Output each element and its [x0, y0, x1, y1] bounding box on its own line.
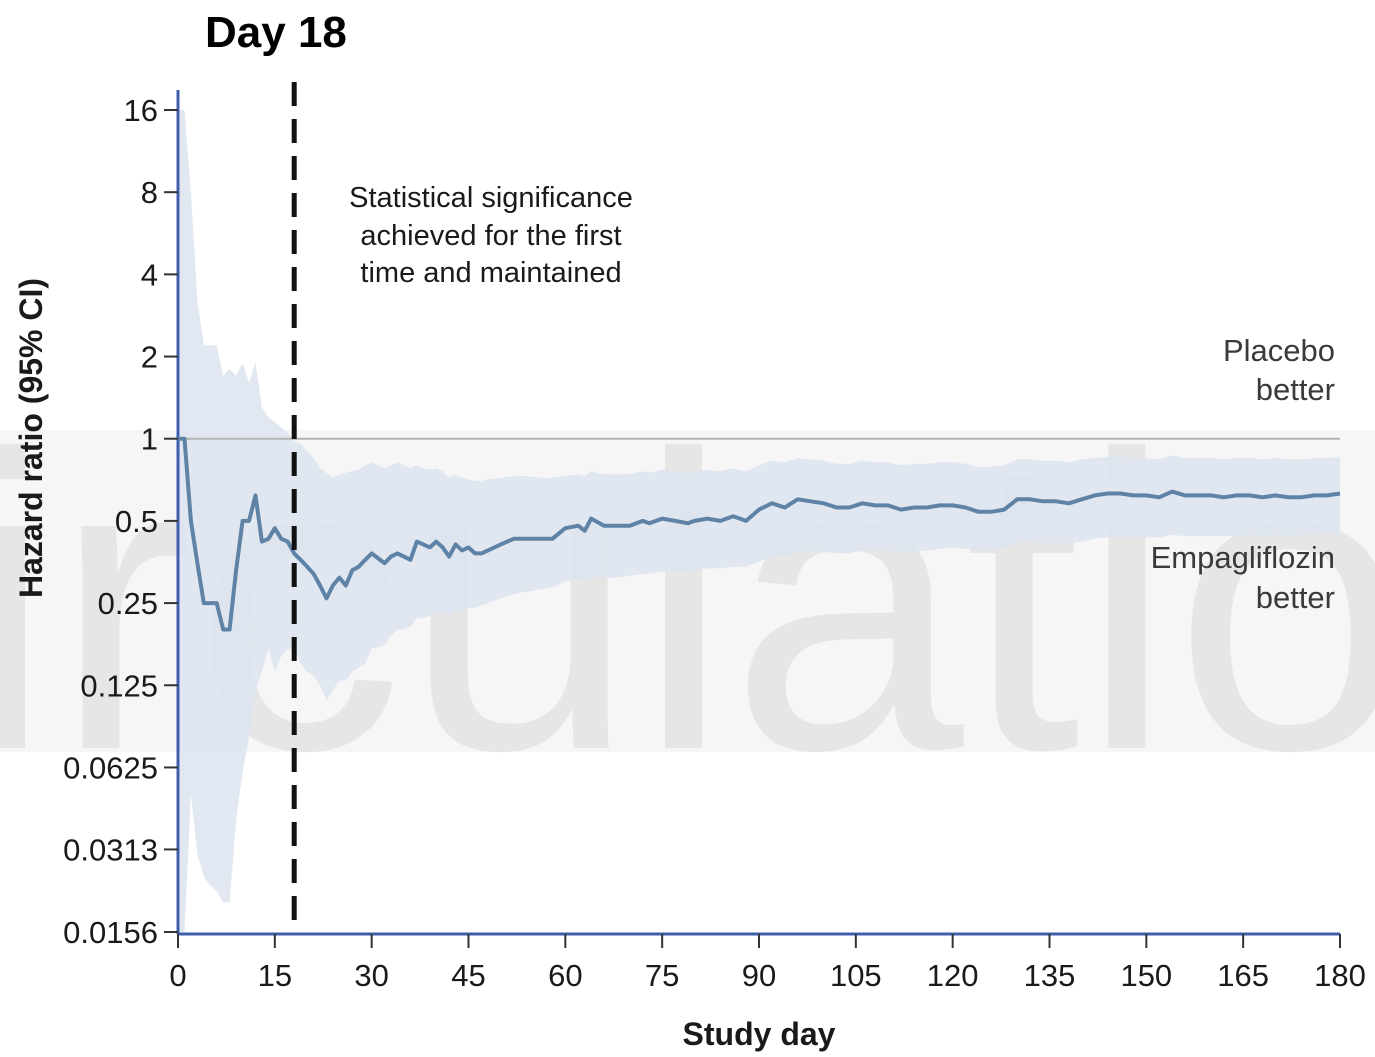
y-tick-label: 0.0156 [63, 915, 158, 950]
x-tick-label: 105 [830, 958, 882, 993]
x-tick-label: 0 [169, 958, 186, 993]
y-tick-label: 0.0625 [63, 750, 158, 785]
annotation-line-3: time and maintained [360, 257, 621, 289]
ci-band-layer [178, 110, 1340, 932]
x-tick-label: 90 [742, 958, 776, 993]
y-tick-label: 0.0313 [63, 832, 158, 867]
x-tick-label: 30 [354, 958, 388, 993]
y-tick-label: 8 [141, 175, 158, 210]
y-tick-label: 0.5 [115, 504, 158, 539]
x-tick-label: 165 [1217, 958, 1269, 993]
ci-band [178, 110, 1340, 932]
chart-title: Day 18 [205, 8, 347, 57]
axes: 16 8 4 2 1 0.5 0.25 0.125 0.0625 0.0313 0.0156 0 15 3… [63, 90, 1366, 993]
y-tick-label: 4 [141, 257, 158, 292]
x-tick-label: 60 [548, 958, 582, 993]
significance-annotation: Statistical significance achieved for th… [349, 182, 633, 289]
region-label-placebo: Placebo better [1223, 333, 1335, 407]
x-tick-label: 135 [1024, 958, 1076, 993]
y-tick-label: 0.25 [98, 586, 158, 621]
y-tick-label: 1 [141, 422, 158, 457]
x-axis-title: Study day [683, 1016, 836, 1052]
hazard-ratio-line [178, 436, 1341, 632]
annotation-line-2: achieved for the first [360, 220, 621, 252]
series-line-layer [178, 436, 1341, 632]
y-tick-label: 16 [124, 93, 158, 128]
empagliflozin-label-line-2: better [1256, 580, 1335, 615]
x-tick-label: 75 [645, 958, 679, 993]
placebo-label-line-1: Placebo [1223, 333, 1335, 368]
placebo-label-line-2: better [1256, 372, 1335, 407]
x-tick-label: 180 [1314, 958, 1366, 993]
annotation-line-1: Statistical significance [349, 182, 633, 214]
x-tick-label: 120 [927, 958, 979, 993]
empagliflozin-label-line-1: Empagliflozin [1151, 540, 1335, 575]
x-tick-label: 15 [258, 958, 292, 993]
x-tick-label: 150 [1120, 958, 1172, 993]
x-tick-label: 45 [451, 958, 485, 993]
y-axis-title: Hazard ratio (95% CI) [13, 278, 49, 598]
y-tick-label: 0.125 [80, 668, 158, 703]
region-label-empagliflozin: Empagliflozin better [1151, 540, 1335, 615]
y-tick-label: 2 [141, 340, 158, 375]
